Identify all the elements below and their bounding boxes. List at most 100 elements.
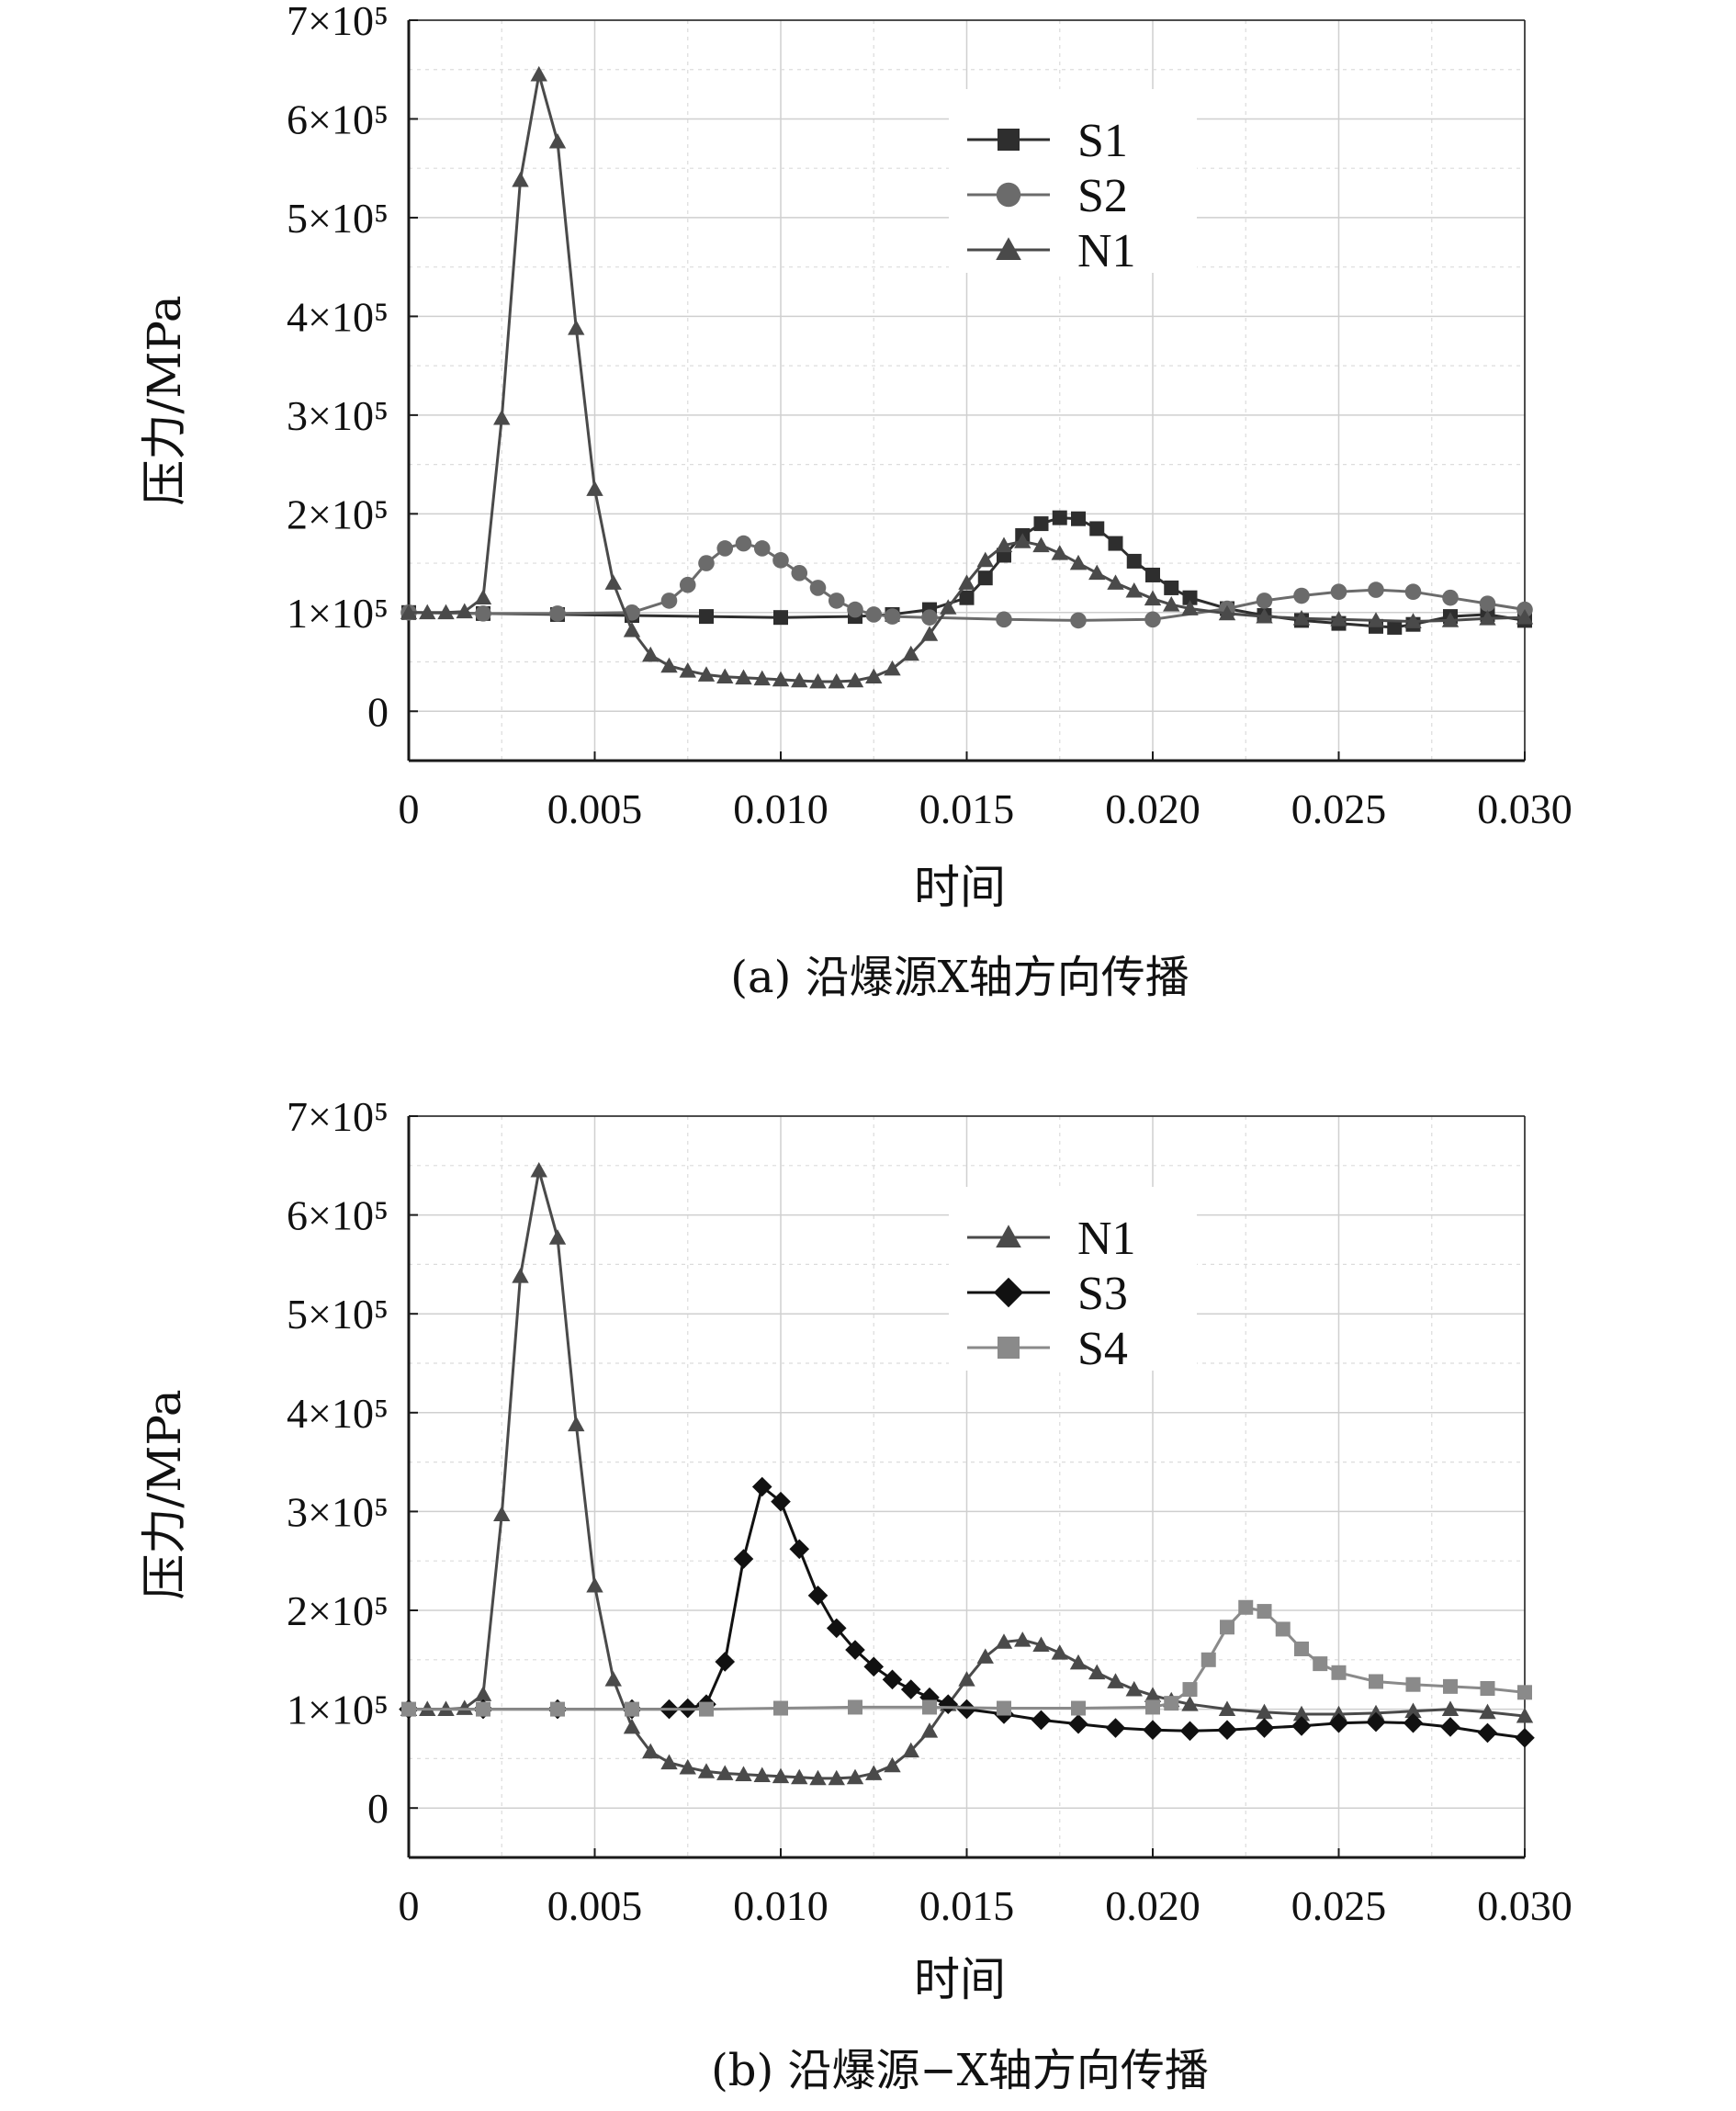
- y-tick-label: 4×10⁵: [287, 293, 389, 340]
- data-point: [550, 1701, 565, 1717]
- data-point: [1125, 581, 1143, 598]
- data-point: [586, 1576, 603, 1593]
- caption: (b) 沿爆源−X轴方向传播: [711, 2045, 1209, 2096]
- data-point: [921, 609, 938, 626]
- data-point: [437, 604, 455, 620]
- data-point: [753, 540, 771, 557]
- data-point: [400, 604, 418, 620]
- data-point: [1181, 1696, 1199, 1711]
- data-point: [1052, 510, 1067, 525]
- legend-item: S1: [967, 115, 1128, 167]
- data-point: [1125, 1680, 1143, 1697]
- data-point: [512, 171, 529, 187]
- legend-item: S3: [967, 1268, 1128, 1320]
- data-point: [1107, 1673, 1124, 1688]
- data-point: [530, 65, 547, 82]
- data-point: [809, 672, 827, 689]
- data-point: [884, 608, 901, 625]
- data-point: [419, 604, 436, 620]
- y-tick-label: 1×10⁵: [287, 1687, 389, 1733]
- series-n1: [400, 65, 1534, 689]
- data-point: [1051, 545, 1068, 560]
- data-point: [735, 1766, 752, 1781]
- panel-b: 0 0.005 0.010 0.015 0.020 0.025 0.030 0 1×10⁵ 2×1…: [138, 1093, 1573, 2096]
- data-point: [660, 593, 678, 609]
- data-point: [1275, 1621, 1291, 1637]
- data-point: [771, 1491, 791, 1512]
- data-point: [1479, 595, 1496, 612]
- x-axis-title: 时间: [914, 861, 1006, 914]
- data-point: [1088, 564, 1106, 581]
- data-point: [865, 606, 883, 623]
- series-line: [409, 73, 1526, 683]
- data-point: [1313, 1656, 1328, 1672]
- data-point: [1293, 587, 1310, 604]
- data-point: [1328, 1712, 1349, 1733]
- data-point: [940, 599, 957, 615]
- data-point: [753, 670, 771, 686]
- data-point: [474, 1686, 492, 1701]
- data-point: [809, 580, 827, 596]
- data-point: [1330, 583, 1347, 601]
- x-tick-label: 0.030: [1477, 785, 1573, 832]
- data-point: [920, 1722, 939, 1738]
- data-point: [1479, 1703, 1496, 1720]
- data-point: [625, 1701, 639, 1717]
- data-point: [920, 626, 939, 641]
- data-point: [1441, 612, 1460, 627]
- legend-marker: [996, 182, 1021, 208]
- data-point: [1163, 596, 1180, 612]
- data-point: [1405, 1676, 1421, 1692]
- data-point: [1108, 536, 1123, 551]
- data-point: [715, 1652, 736, 1672]
- data-point: [1144, 611, 1161, 628]
- data-point: [997, 1700, 1011, 1716]
- data-point: [679, 1758, 696, 1775]
- data-point: [1143, 1720, 1163, 1740]
- data-point: [735, 535, 752, 552]
- data-point: [1477, 1722, 1498, 1744]
- data-point: [1069, 1654, 1088, 1670]
- data-point: [642, 646, 659, 662]
- data-point: [1404, 613, 1422, 628]
- data-point: [1201, 1652, 1216, 1667]
- data-point: [772, 671, 790, 687]
- data-point: [996, 611, 1012, 628]
- data-point: [1051, 1644, 1068, 1660]
- data-point: [976, 551, 994, 568]
- data-point: [1182, 590, 1198, 605]
- data-point: [568, 1416, 585, 1432]
- data-point: [1294, 1641, 1309, 1656]
- y-tick-label: 0: [367, 688, 389, 735]
- data-point: [456, 1699, 473, 1715]
- data-point: [1217, 1720, 1237, 1740]
- data-point: [1014, 533, 1031, 548]
- legend-box: [949, 1187, 1197, 1371]
- data-point: [1145, 1699, 1160, 1715]
- data-point: [679, 662, 696, 678]
- data-point: [530, 1161, 547, 1178]
- data-point: [1218, 1700, 1236, 1716]
- x-tick-label: 0.025: [1291, 785, 1387, 832]
- x-tick-label: 0.010: [733, 785, 829, 832]
- data-point: [773, 610, 788, 626]
- data-point: [828, 672, 845, 689]
- data-point: [846, 672, 864, 688]
- data-point: [884, 1756, 901, 1773]
- data-point: [733, 1549, 754, 1569]
- data-point: [697, 666, 716, 682]
- data-point: [1088, 1664, 1106, 1680]
- data-point: [995, 536, 1013, 553]
- data-point: [1238, 1599, 1254, 1615]
- data-point: [902, 1742, 919, 1758]
- data-point: [791, 565, 808, 581]
- data-point: [791, 1768, 808, 1785]
- data-point: [1256, 1703, 1273, 1720]
- data-point: [1144, 1687, 1162, 1702]
- y-tick-label: 2×10⁵: [287, 491, 389, 537]
- data-point: [1164, 1696, 1179, 1711]
- legend-item: N1: [967, 225, 1136, 277]
- data-point: [848, 1699, 862, 1715]
- data-point: [1480, 1681, 1495, 1697]
- data-point: [882, 1669, 903, 1690]
